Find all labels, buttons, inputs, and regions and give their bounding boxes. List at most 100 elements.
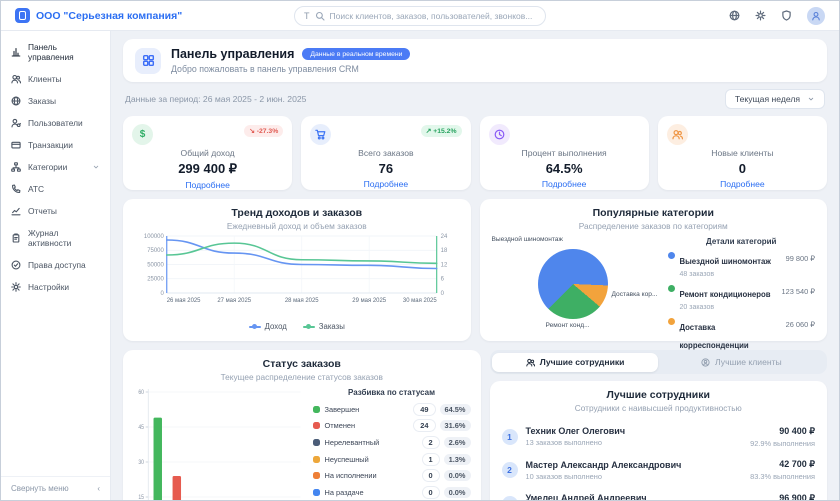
reports-icon	[11, 206, 21, 216]
brand[interactable]: ООО "Серьезная компания"	[15, 8, 182, 23]
person-circle-icon	[701, 358, 710, 367]
status-legend-row[interactable]: Неуспешный11.3%	[313, 451, 471, 468]
kpi-details-link[interactable]: Подробнее	[490, 179, 639, 189]
svg-text:26 мая 2025: 26 мая 2025	[167, 298, 201, 304]
language-globe-button[interactable]	[729, 10, 740, 21]
status-percent: 31.6%	[440, 420, 471, 431]
svg-text:50000: 50000	[147, 262, 164, 268]
legend-marker	[303, 326, 315, 328]
search-box[interactable]: Т Поиск клиентов, заказов, пользователей…	[294, 6, 546, 26]
people-icon	[667, 124, 688, 145]
sidebar-item-pbx[interactable]: АТС	[1, 178, 110, 200]
activity-log-icon	[11, 233, 21, 243]
legend-item-orders[interactable]: Заказы	[303, 322, 345, 331]
user-avatar[interactable]	[807, 7, 825, 25]
page-title: Панель управления	[171, 47, 294, 61]
category-amount: 26 060 ₽	[786, 320, 815, 329]
status-legend-row[interactable]: Нерелевантный22.6%	[313, 434, 471, 451]
svg-text:75000: 75000	[147, 248, 164, 254]
sidebar-item-categories[interactable]: Категории	[1, 156, 110, 178]
status-color-dot	[313, 472, 320, 479]
person-icon	[811, 11, 821, 21]
status-color-dot	[313, 439, 320, 446]
topbar: ООО "Серьезная компания" Т Поиск клиенто…	[1, 1, 839, 31]
status-percent: 64.5%	[440, 404, 471, 415]
trend-legend: Доход Заказы	[133, 322, 461, 331]
status-percent: 0.0%	[444, 487, 471, 498]
company-name: ООО "Серьезная компания"	[36, 10, 182, 22]
chart-title: Тренд доходов и заказов	[133, 207, 461, 219]
transactions-icon	[11, 140, 21, 150]
security-button[interactable]	[781, 10, 792, 21]
rank-badge: 3	[502, 496, 518, 501]
period-row: Данные за период: 26 мая 2025 - 2 июн. 2…	[125, 89, 825, 109]
kpi-trend-badge: ↗ +15.2%	[421, 125, 462, 137]
sidebar-item-clients[interactable]: Клиенты	[1, 68, 110, 90]
kpi-details-link[interactable]: Подробнее	[311, 179, 460, 189]
category-amount: 123 540 ₽	[782, 287, 815, 296]
employee-row[interactable]: 3 Умелец Андрей Андреевич15 заказов выпо…	[500, 486, 818, 501]
trend-line-chart: 00250006500001275000181000002426 мая 202…	[133, 231, 461, 315]
sidebar-item-users[interactable]: Пользователи	[1, 112, 110, 134]
employee-row[interactable]: 2 Мастер Александр Александрович10 заказ…	[500, 453, 818, 487]
search-input[interactable]: Поиск клиентов, заказов, пользователей, …	[330, 11, 533, 21]
employee-row[interactable]: 1 Техник Олег Олегович13 заказов выполне…	[500, 419, 818, 453]
svg-text:27 мая 2025: 27 мая 2025	[217, 298, 251, 304]
search-shortcut-hint: Т	[304, 11, 310, 21]
kpi-label: Новые клиенты	[668, 148, 817, 158]
pie-slice-label: Доставка кор...	[612, 291, 658, 298]
dashboard-icon	[11, 47, 21, 57]
kpi-row: $ ↘ -27.3% Общий доход 299 400 ₽ Подробн…	[123, 116, 827, 190]
sidebar-item-orders[interactable]: Заказы	[1, 90, 110, 112]
status-count: 0	[423, 470, 439, 481]
chart-title: Популярные категории	[490, 207, 818, 219]
category-details: Детали категорий Выездной шиномонтаж48 з…	[662, 235, 818, 368]
status-legend-row[interactable]: На исполнении00.0%	[313, 467, 471, 484]
status-percent: 1.3%	[444, 454, 471, 465]
settings-icon	[11, 282, 21, 292]
theme-toggle-button[interactable]	[755, 10, 766, 21]
status-legend-title: Разбивка по статусам	[313, 388, 471, 397]
status-color-dot	[313, 489, 320, 496]
page-subtitle: Добро пожаловать в панель управления CRM	[171, 64, 410, 74]
realtime-badge: Данные в реальном времени	[302, 48, 410, 60]
status-legend-row[interactable]: На раздаче00.0%	[313, 484, 471, 501]
status-count: 1	[423, 454, 439, 465]
rank-badge: 2	[502, 462, 518, 478]
status-legend: Разбивка по статусам Завершен4964.5% Отм…	[313, 386, 471, 501]
kpi-card-orders: ↗ +15.2% Всего заказов 76 Подробнее	[301, 116, 470, 190]
categories-pie-chart[interactable]	[538, 249, 608, 319]
collapse-menu-label: Свернуть меню	[11, 484, 69, 493]
sidebar-item-permissions[interactable]: Права доступа	[1, 254, 110, 276]
crm-dashboard-window: ООО "Серьезная компания" Т Поиск клиенто…	[0, 0, 840, 501]
category-amount: 99 800 ₽	[786, 254, 815, 263]
sidebar-item-transactions[interactable]: Транзакции	[1, 134, 110, 156]
sidebar-item-settings[interactable]: Настройки	[1, 276, 110, 298]
status-legend-row[interactable]: Отменен2431.6%	[313, 418, 471, 435]
pie-slice-label: Ремонт конд...	[546, 322, 590, 329]
kpi-value: 76	[311, 161, 460, 176]
status-count: 24	[414, 420, 434, 431]
tab-best-employees[interactable]: Лучшие сотрудники	[492, 353, 658, 372]
category-detail-row[interactable]: Выездной шиномонтаж48 заказов 99 800 ₽	[668, 251, 816, 278]
collapse-menu-button[interactable]: Свернуть меню ‹	[1, 476, 110, 500]
sidebar-item-activity-log[interactable]: Журнал активности	[1, 222, 110, 254]
sun-icon	[755, 10, 766, 21]
category-detail-row[interactable]: Ремонт кондиционеров20 заказов 123 540 ₽	[668, 284, 816, 311]
orders-icon	[11, 96, 21, 106]
kpi-details-link[interactable]: Подробнее	[133, 180, 282, 190]
sidebar-item-dashboard[interactable]: Панель управления	[1, 36, 110, 68]
shield-icon	[781, 10, 792, 21]
svg-text:18: 18	[441, 248, 448, 254]
period-selector[interactable]: Текущая неделя	[725, 89, 825, 109]
legend-item-revenue[interactable]: Доход	[249, 322, 287, 331]
status-legend-row[interactable]: Завершен4964.5%	[313, 401, 471, 418]
tab-best-clients[interactable]: Лучшие клиенты	[658, 353, 824, 372]
phone-icon	[11, 184, 21, 194]
svg-text:25000: 25000	[147, 277, 164, 283]
kpi-label: Общий доход	[133, 148, 282, 158]
kpi-label: Процент выполнения	[490, 148, 639, 158]
svg-text:45: 45	[138, 425, 144, 431]
kpi-details-link[interactable]: Подробнее	[668, 179, 817, 189]
sidebar-item-reports[interactable]: Отчеты	[1, 200, 110, 222]
